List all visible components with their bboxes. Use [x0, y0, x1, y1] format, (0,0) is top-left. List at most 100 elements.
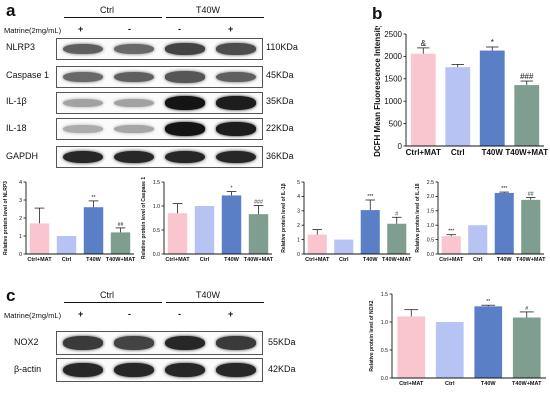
blot-band — [113, 43, 154, 55]
blot-band — [113, 71, 154, 83]
x-tick-label-il1b-1: Ctrl — [339, 257, 349, 263]
c-blot-strip-bactin — [56, 358, 263, 382]
group-label-ctrl: Ctrl — [100, 5, 114, 15]
y-tick-label-il18-2: 1.0 — [427, 223, 434, 229]
x-tick-label-il1b-3: T40W+MAT — [382, 257, 412, 263]
significance-il18-0: *** — [448, 229, 454, 235]
x-tick-label-il1b-0: Ctrl+MAT — [305, 257, 330, 263]
y-tick-label-nox2-0: 0.0 — [381, 376, 388, 382]
x-tick-label-nlrp3-3: T40W+MAT — [106, 257, 136, 263]
y-tick-label-il18-3: 1.5 — [427, 209, 434, 215]
chart-il1b: Ctrl+MAT Ctrl *** T40W # T40W+MAT 0 1 2 3 4 5 Relati… — [281, 180, 412, 263]
y-tick-label-b-3: 1500 — [384, 75, 402, 84]
blot-strip-il18 — [56, 118, 263, 140]
x-tick-label-il18-2: T40W — [497, 257, 512, 263]
blot-band — [113, 362, 154, 378]
bar-nlrp3-0 — [29, 223, 50, 254]
treatment-label: Matrine(2mg/mL) — [4, 26, 62, 35]
blot-band — [165, 43, 206, 55]
c-blot-size-nox2: 55KDa — [268, 337, 296, 347]
c-lane-sign-3: - — [178, 309, 181, 319]
y-tick-label-nlrp3-2: 2 — [19, 216, 22, 222]
blot-band — [216, 150, 257, 164]
c-treatment-label: Matrine(2mg/mL) — [4, 311, 62, 320]
y-tick-label-il18-0: 0.0 — [427, 252, 434, 258]
group-label-t40w: T40W — [196, 5, 221, 15]
blot-label-nlrp3: NLRP3 — [6, 42, 36, 52]
y-tick-label-il1b-3: 3 — [297, 209, 300, 215]
y-tick-label-il1b-4: 4 — [297, 194, 300, 200]
y-axis-label-il18: Relative protein level of IL-18 — [415, 183, 421, 252]
blot-size-nlrp3: 110KDa — [266, 42, 298, 52]
blot-band — [165, 96, 206, 110]
y-tick-label-casp1-2: 1.0 — [153, 204, 160, 210]
significance-il1b-2: *** — [367, 194, 373, 200]
y-tick-label-il1b-1: 1 — [297, 237, 300, 243]
x-tick-label-nlrp3-0: Ctrl+MAT — [27, 257, 52, 263]
y-tick-label-nox2-1: 0.5 — [381, 348, 388, 354]
y-tick-label-il1b-2: 2 — [297, 223, 300, 229]
blot-band — [216, 71, 257, 83]
c-lane-sign-1: + — [78, 309, 84, 319]
blot-band — [216, 362, 257, 378]
lane-sign-2: - — [128, 24, 131, 34]
blot-band — [62, 43, 103, 55]
x-tick-label-b-1: Ctrl — [451, 148, 465, 157]
blot-band — [113, 150, 154, 164]
panel-label-a: a — [6, 1, 16, 20]
blot-size-caspase1: 45KDa — [266, 70, 294, 80]
blot-band — [113, 124, 154, 134]
blot-band — [62, 71, 103, 83]
blot-band — [62, 150, 103, 164]
c-group-bracket-t40w — [166, 302, 264, 303]
significance-b-2: * — [491, 38, 494, 47]
bar-il18-0 — [441, 236, 461, 254]
blot-band — [62, 336, 103, 350]
lane-sign-3: - — [178, 24, 181, 34]
y-tick-label-nlrp3-4: 4 — [19, 180, 22, 186]
blot-size-gapdh: 36KDa — [266, 151, 294, 161]
x-tick-label-nox2-3: T40W+MAT — [512, 381, 542, 387]
c-blot-label-nox2: NOX2 — [14, 337, 39, 347]
x-tick-label-b-0: Ctrl+MAT — [406, 148, 441, 157]
c-group-label-ctrl: Ctrl — [100, 290, 114, 300]
x-tick-label-casp1-2: T40W — [224, 257, 239, 263]
blot-band — [216, 43, 257, 55]
bar-casp1-1 — [194, 206, 215, 254]
significance-casp1-3: ### — [254, 200, 263, 206]
blot-strip-gapdh — [56, 146, 263, 168]
blot-label-gapdh: GAPDH — [6, 151, 39, 161]
x-tick-label-il18-3: T40W+MAT — [516, 257, 546, 263]
significance-nlrp3-3: ## — [118, 222, 124, 228]
significance-casp1-2: * — [230, 186, 232, 192]
bar-casp1-3 — [248, 214, 269, 254]
x-tick-label-nox2-0: Ctrl+MAT — [399, 381, 424, 387]
c-group-bracket-ctrl — [64, 302, 162, 303]
blot-label-caspase1: Caspase 1 — [6, 70, 50, 80]
x-tick-label-casp1-3: T40W+MAT — [244, 257, 274, 263]
x-tick-label-il1b-2: T40W — [363, 257, 378, 263]
bar-b-2 — [479, 50, 505, 146]
group-bracket-ctrl — [64, 17, 162, 18]
y-tick-label-casp1-0: 0.0 — [153, 252, 160, 258]
y-tick-label-casp1-1: 0.5 — [153, 228, 160, 234]
bar-nox2-0 — [397, 316, 426, 378]
bar-nlrp3-2 — [83, 207, 104, 254]
significance-b-0: & — [421, 39, 427, 48]
chart-b-dcfh: & Ctrl+MAT Ctrl * T40W ### T40W+MAT 0 500 1000 150… — [373, 26, 548, 157]
x-tick-label-b-2: T40W — [482, 148, 504, 157]
c-lane-sign-4: + — [228, 309, 234, 319]
bar-nox2-3 — [512, 317, 541, 378]
bar-nlrp3-3 — [110, 232, 131, 254]
y-tick-label-casp1-3: 1.5 — [153, 180, 160, 186]
chart-nox2: Ctrl+MAT Ctrl ** T40W # T40W+MAT 0.0 0.5 1.0 1.5 R… — [369, 292, 546, 387]
bar-b-0 — [410, 53, 436, 146]
blot-label-il18: IL-18 — [6, 123, 27, 133]
bar-il18-3 — [521, 199, 541, 254]
chart-nlrp3: Ctrl+MAT Ctrl ** T40W ## T40W+MAT 0 1 2 3 4 Relativ… — [3, 180, 136, 263]
significance-nox2-2: ** — [486, 299, 490, 305]
significance-il18-3: ## — [528, 192, 534, 198]
y-tick-label-nlrp3-1: 1 — [19, 234, 22, 240]
bar-il1b-0 — [307, 234, 327, 254]
blot-size-il1b: 35KDa — [266, 96, 294, 106]
